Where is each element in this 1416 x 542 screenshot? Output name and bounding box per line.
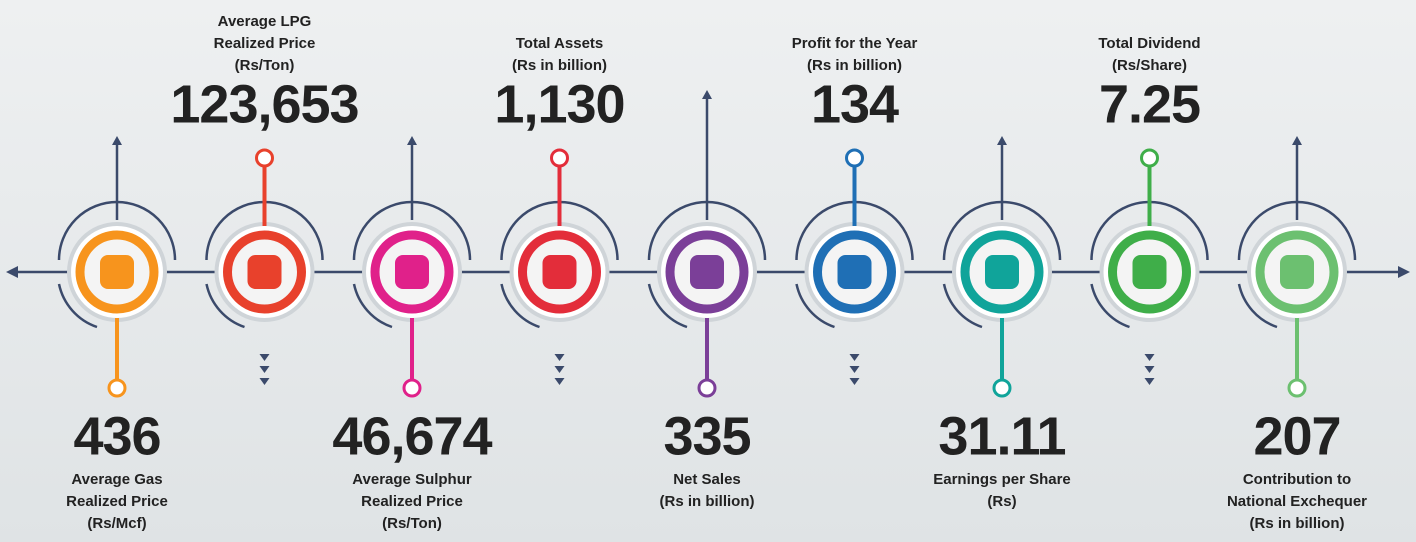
icon	[542, 255, 577, 289]
connector-dot	[1140, 148, 1159, 168]
label: Realized Price	[214, 35, 316, 52]
item: 436 Average Gas Realized Price (Rs/Mcf)	[57, 136, 177, 532]
label: (Rs/Ton)	[382, 515, 442, 532]
icon	[690, 255, 724, 289]
label: (Rs/Share)	[1112, 57, 1187, 74]
connector-dot	[402, 378, 422, 398]
value: 1,130	[494, 74, 624, 134]
chevron	[554, 378, 565, 385]
arrow-left	[6, 266, 18, 278]
label: Net Sales	[673, 471, 741, 488]
chevron	[849, 354, 860, 361]
icon	[1280, 255, 1314, 289]
label: Total Dividend	[1098, 35, 1200, 52]
chevron	[1144, 354, 1155, 361]
label: (Rs in billion)	[807, 57, 902, 74]
label: Realized Price	[66, 493, 168, 510]
connector-dot	[1287, 378, 1307, 398]
items: 436 Average Gas Realized Price (Rs/Mcf) 123,…	[57, 13, 1367, 532]
icon	[395, 255, 429, 289]
icon	[1132, 255, 1167, 289]
label: Profit for the Year	[792, 35, 918, 52]
label: Average Gas	[71, 471, 162, 488]
item: 46,674 Average Sulphur Realized Price (Rs/T…	[332, 136, 494, 532]
outer-arc	[942, 283, 983, 329]
item: 31.11 Earnings per Share (Rs)	[933, 136, 1071, 510]
chevron	[259, 366, 270, 373]
icon	[837, 255, 872, 289]
label: Contribution to	[1243, 471, 1351, 488]
label: National Exchequer	[1227, 493, 1367, 510]
value: 7.25	[1099, 74, 1200, 134]
outer-arc	[1237, 283, 1278, 329]
item: 134 Profit for the Year (Rs in billion)	[792, 35, 918, 385]
chevron	[554, 354, 565, 361]
outer-arc	[352, 283, 393, 329]
chevron	[849, 378, 860, 385]
label: (Rs in billion)	[512, 57, 607, 74]
connector-dot	[992, 378, 1012, 398]
label: Average LPG	[218, 13, 312, 30]
outer-arc	[500, 283, 540, 329]
outer-arc	[795, 283, 835, 329]
outer-arc	[647, 283, 688, 329]
value: 134	[811, 74, 899, 134]
pointer-head	[112, 136, 122, 145]
outer-arc	[205, 283, 245, 329]
value: 436	[73, 406, 160, 466]
item: 1,130 Total Assets (Rs in billion)	[494, 35, 626, 385]
item: 7.25 Total Dividend (Rs/Share)	[1090, 35, 1209, 385]
icon	[985, 255, 1019, 289]
pointer-head	[997, 136, 1007, 145]
label: Realized Price	[361, 493, 463, 510]
label: Total Assets	[516, 35, 604, 52]
value: 335	[663, 406, 750, 466]
outer-arc	[57, 283, 98, 329]
label: (Rs)	[987, 493, 1016, 510]
pointer-head	[407, 136, 417, 145]
connector-dot	[107, 378, 127, 398]
value: 207	[1253, 406, 1340, 466]
label: (Rs/Mcf)	[87, 515, 146, 532]
chevron	[554, 366, 565, 373]
icon	[247, 255, 282, 289]
label: (Rs in billion)	[660, 493, 755, 510]
connector-dot	[550, 148, 569, 168]
chevron	[1144, 366, 1155, 373]
arrow-right	[1398, 266, 1410, 278]
item: 123,653 Average LPG Realized Price (Rs/Ton)	[170, 13, 360, 385]
value: 46,674	[332, 406, 492, 466]
label: Earnings per Share	[933, 471, 1071, 488]
label: (Rs/Ton)	[235, 57, 295, 74]
label: (Rs in billion)	[1250, 515, 1345, 532]
value: 123,653	[170, 74, 358, 134]
connector-dot	[845, 148, 864, 168]
chevron	[259, 354, 270, 361]
item: 207 Contribution to National Exchequer (Rs …	[1227, 136, 1367, 532]
chevron	[1144, 378, 1155, 385]
outer-arc	[1090, 283, 1130, 329]
chevron	[259, 378, 270, 385]
icon	[100, 255, 134, 289]
chevron	[849, 366, 860, 373]
pointer-head	[1292, 136, 1302, 145]
item: 335 Net Sales (Rs in billion)	[647, 90, 767, 510]
label: Average Sulphur	[352, 471, 472, 488]
pointer-head	[702, 90, 712, 99]
connector-dot	[255, 148, 274, 168]
connector-dot	[697, 378, 717, 398]
value: 31.11	[938, 406, 1065, 466]
